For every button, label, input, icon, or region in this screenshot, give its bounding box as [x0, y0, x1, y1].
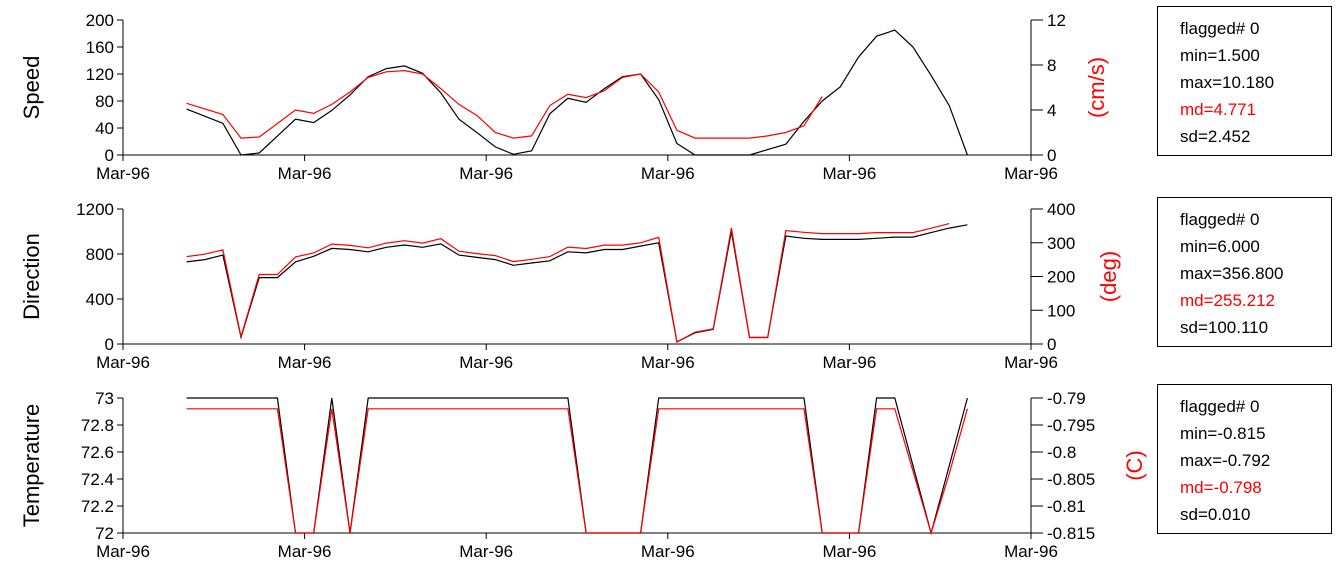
x-tick-label: Mar-96	[96, 164, 150, 183]
y2-tick-label: 0	[1047, 335, 1056, 354]
x-tick-label: Mar-96	[822, 542, 876, 561]
y-tick-label: 72.6	[81, 443, 114, 462]
y-tick-label: 0	[105, 335, 114, 354]
stat-max: max=-0.792	[1180, 451, 1271, 470]
y-axis-label: Temperature	[19, 404, 44, 528]
y2-tick-label: 8	[1047, 56, 1056, 75]
y-tick-label: 72.4	[81, 470, 114, 489]
y2-tick-label: -0.805	[1047, 470, 1095, 489]
y2-tick-label: -0.8	[1047, 443, 1076, 462]
stat-sd: sd=0.010	[1180, 505, 1251, 524]
x-tick-label: Mar-96	[822, 353, 876, 372]
y2-tick-label: 100	[1047, 301, 1075, 320]
stat-min: min=1.500	[1180, 46, 1260, 65]
stat-max: max=356.800	[1180, 264, 1284, 283]
y2-tick-label: 400	[1047, 200, 1075, 219]
y-tick-label: 800	[86, 245, 114, 264]
series-line-black	[186, 224, 968, 343]
x-tick-label: Mar-96	[459, 542, 513, 561]
y-tick-label: 400	[86, 290, 114, 309]
y2-tick-label: 12	[1047, 11, 1066, 30]
stat-md: md=4.771	[1180, 100, 1257, 119]
x-tick-label: Mar-96	[1004, 353, 1058, 372]
x-tick-label: Mar-96	[96, 353, 150, 372]
x-tick-label: Mar-96	[459, 164, 513, 183]
series-line-red	[186, 408, 968, 536]
y2-tick-label: 300	[1047, 234, 1075, 253]
stat-flagged: flagged# 0	[1180, 19, 1260, 38]
y-tick-label: 80	[95, 92, 114, 111]
stat-md: md=-0.798	[1180, 478, 1262, 497]
y2-tick-label: -0.79	[1047, 389, 1086, 408]
y2-tick-label: 200	[1047, 268, 1075, 287]
y-tick-label: 40	[95, 119, 114, 138]
y-axis-label: Direction	[19, 233, 44, 320]
y-tick-label: 72.8	[81, 416, 114, 435]
x-tick-label: Mar-96	[1004, 164, 1058, 183]
y2-tick-label: 0	[1047, 146, 1056, 165]
x-tick-label: Mar-96	[1004, 542, 1058, 561]
y-tick-label: 73	[95, 389, 114, 408]
y-tick-label: 0	[105, 146, 114, 165]
stat-md: md=255.212	[1180, 291, 1275, 310]
x-tick-label: Mar-96	[278, 542, 332, 561]
stat-sd: sd=2.452	[1180, 127, 1251, 146]
stat-min: min=-0.815	[1180, 424, 1266, 443]
series-line-black	[186, 397, 968, 536]
y2-axis-label: (C)	[1122, 450, 1147, 481]
series-line-red	[186, 223, 950, 343]
stat-flagged: flagged# 0	[1180, 397, 1260, 416]
y2-tick-label: 4	[1047, 101, 1056, 120]
stat-max: max=10.180	[1180, 73, 1275, 92]
stats-box-direction: flagged# 0 min=6.000 max=356.800 md=255.…	[1157, 197, 1332, 347]
y-tick-label: 72.2	[81, 497, 114, 516]
stat-flagged: flagged# 0	[1180, 210, 1260, 229]
x-tick-label: Mar-96	[96, 542, 150, 561]
series-line-red	[186, 69, 823, 139]
y2-tick-label: -0.81	[1047, 497, 1086, 516]
series-line-black	[186, 29, 968, 156]
x-tick-label: Mar-96	[278, 164, 332, 183]
y2-tick-label: -0.795	[1047, 416, 1095, 435]
y-tick-label: 72	[95, 524, 114, 543]
y-tick-label: 1200	[76, 200, 114, 219]
y-tick-label: 200	[86, 11, 114, 30]
y-tick-label: 160	[86, 38, 114, 57]
stats-box-speed: flagged# 0 min=1.500 max=10.180 md=4.771…	[1157, 6, 1332, 156]
y-tick-label: 120	[86, 65, 114, 84]
x-tick-label: Mar-96	[278, 353, 332, 372]
y2-axis-label: (cm/s)	[1084, 57, 1109, 118]
y2-axis-label: (deg)	[1096, 251, 1121, 302]
x-tick-label: Mar-96	[641, 542, 695, 561]
y-axis-label: Speed	[19, 56, 44, 120]
x-tick-label: Mar-96	[641, 353, 695, 372]
stat-min: min=6.000	[1180, 237, 1260, 256]
stat-sd: sd=100.110	[1180, 318, 1269, 337]
x-tick-label: Mar-96	[459, 353, 513, 372]
y2-tick-label: -0.815	[1047, 524, 1095, 543]
x-tick-label: Mar-96	[641, 164, 695, 183]
x-tick-label: Mar-96	[822, 164, 876, 183]
stats-box-temperature: flagged# 0 min=-0.815 max=-0.792 md=-0.7…	[1157, 384, 1332, 534]
